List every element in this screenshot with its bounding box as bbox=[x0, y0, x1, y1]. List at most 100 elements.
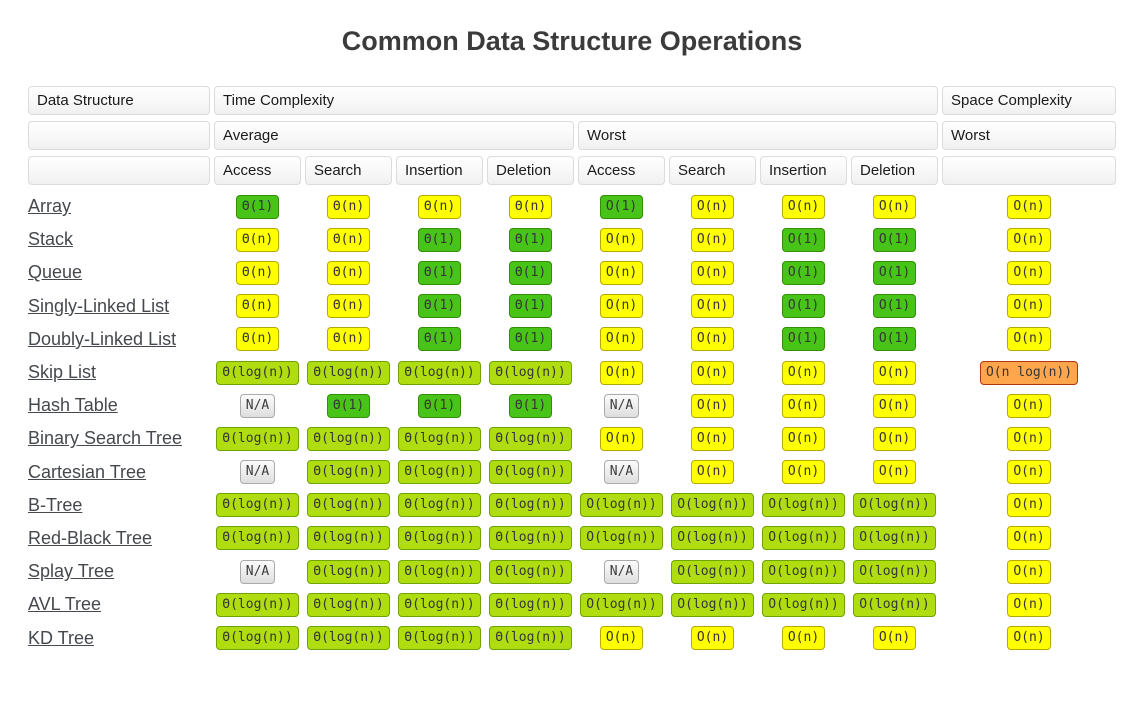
data-structure-link[interactable]: Array bbox=[28, 196, 72, 217]
table-cell: Θ(log(n)) bbox=[487, 426, 574, 451]
complexity-badge-yellowgreen: O(log(n)) bbox=[671, 559, 754, 584]
table-cell: O(log(n)) bbox=[578, 493, 665, 518]
table-cell: Θ(log(n)) bbox=[396, 559, 483, 584]
complexity-badge-yellowgreen: Θ(log(n)) bbox=[307, 592, 390, 617]
complexity-badge-yellowgreen: Θ(log(n)) bbox=[307, 460, 390, 485]
table-cell: Θ(n) bbox=[214, 327, 301, 352]
table-cell: Θ(log(n)) bbox=[487, 559, 574, 584]
table-cell: Θ(1) bbox=[396, 393, 483, 418]
data-structure-link[interactable]: Queue bbox=[28, 262, 83, 283]
table-cell: O(n) bbox=[851, 460, 938, 485]
table-cell: O(n) bbox=[669, 327, 756, 352]
complexity-badge-yellow: Θ(n) bbox=[235, 327, 280, 352]
complexity-badge-yellow: O(n) bbox=[781, 360, 826, 385]
table-cell: O(n) bbox=[669, 393, 756, 418]
complexity-badge-green: Θ(1) bbox=[417, 227, 462, 252]
complexity-badge-yellow: O(n) bbox=[781, 426, 826, 451]
table-cell: Θ(n) bbox=[305, 327, 392, 352]
data-structure-link[interactable]: Singly-Linked List bbox=[28, 295, 170, 316]
complexity-badge-yellow: Θ(n) bbox=[326, 294, 371, 319]
table-cell: O(n) bbox=[851, 626, 938, 651]
complexity-badge-yellow: O(n) bbox=[599, 626, 644, 651]
header-op-avg-insertion: Insertion bbox=[396, 156, 483, 185]
table-cell: Θ(log(n)) bbox=[214, 493, 301, 518]
table-cell: O(n) bbox=[942, 592, 1116, 617]
complexity-badge-yellow: Θ(n) bbox=[326, 227, 371, 252]
complexity-badge-yellowgreen: O(log(n)) bbox=[853, 592, 936, 617]
data-structure-link[interactable]: Hash Table bbox=[28, 395, 118, 416]
header-space-worst: Worst bbox=[942, 121, 1116, 150]
data-structure-link[interactable]: Red-Black Tree bbox=[28, 527, 153, 548]
table-cell: O(n) bbox=[669, 360, 756, 385]
complexity-badge-yellow: O(n) bbox=[781, 194, 826, 219]
table-cell: O(log(n)) bbox=[760, 526, 847, 551]
table-cell: O(log(n)) bbox=[669, 493, 756, 518]
row-name-cell: KD Tree bbox=[28, 628, 210, 649]
complexity-badge-yellowgreen: O(log(n)) bbox=[762, 592, 845, 617]
data-structure-link[interactable]: Skip List bbox=[28, 362, 97, 383]
table-cell: O(n) bbox=[578, 426, 665, 451]
complexity-badge-yellowgreen: Θ(log(n)) bbox=[489, 460, 572, 485]
header-op-worst-insertion: Insertion bbox=[760, 156, 847, 185]
complexity-badge-yellowgreen: Θ(log(n)) bbox=[216, 493, 299, 518]
complexity-badge-yellow: O(n) bbox=[690, 327, 735, 352]
table-cell: O(n) bbox=[578, 260, 665, 285]
complexity-badge-yellow: O(n) bbox=[690, 227, 735, 252]
table-cell: Θ(log(n)) bbox=[396, 426, 483, 451]
row-name-cell: Splay Tree bbox=[28, 561, 210, 582]
complexity-table: Data Structure Time Complexity Space Com… bbox=[28, 86, 1116, 655]
complexity-badge-yellow: O(n) bbox=[872, 426, 917, 451]
complexity-badge-green: Θ(1) bbox=[508, 260, 553, 285]
table-cell: Θ(log(n)) bbox=[214, 360, 301, 385]
complexity-badge-yellow: O(n) bbox=[1007, 227, 1051, 252]
table-cell: O(n) bbox=[669, 426, 756, 451]
table-cell: Θ(log(n)) bbox=[214, 626, 301, 651]
data-structure-link[interactable]: B-Tree bbox=[28, 494, 83, 515]
data-structure-link[interactable]: Binary Search Tree bbox=[28, 428, 183, 449]
table-cell: O(n) bbox=[578, 626, 665, 651]
complexity-badge-green: Θ(1) bbox=[326, 393, 371, 418]
complexity-badge-yellowgreen: Θ(log(n)) bbox=[307, 360, 390, 385]
table-cell: Θ(log(n)) bbox=[214, 592, 301, 617]
table-cell: O(n) bbox=[942, 626, 1116, 651]
table-cell: O(n) bbox=[942, 227, 1116, 252]
row-name-cell: Hash Table bbox=[28, 395, 210, 416]
data-structure-link[interactable]: KD Tree bbox=[28, 627, 95, 648]
header-op-avg-search: Search bbox=[305, 156, 392, 185]
complexity-badge-green: Θ(1) bbox=[417, 294, 462, 319]
complexity-badge-yellow: O(n) bbox=[1007, 559, 1051, 584]
table-cell: Θ(1) bbox=[487, 294, 574, 319]
row-name-cell: Stack bbox=[28, 229, 210, 250]
complexity-badge-gray: N/A bbox=[603, 559, 640, 584]
table-cell: O(1) bbox=[851, 227, 938, 252]
complexity-badge-yellow: O(n) bbox=[1007, 426, 1051, 451]
table-cell: O(log(n)) bbox=[760, 592, 847, 617]
complexity-badge-yellowgreen: O(log(n)) bbox=[580, 526, 663, 551]
data-structure-link[interactable]: Doubly-Linked List bbox=[28, 328, 177, 349]
header-average: Average bbox=[214, 121, 574, 150]
data-structure-link[interactable]: Splay Tree bbox=[28, 561, 115, 582]
complexity-badge-yellow: O(n) bbox=[690, 460, 735, 485]
data-structure-link[interactable]: Stack bbox=[28, 229, 74, 250]
header-empty-cell bbox=[28, 121, 210, 150]
table-cell: Θ(log(n)) bbox=[396, 460, 483, 485]
row-name-cell: Queue bbox=[28, 262, 210, 283]
data-structure-link[interactable]: Cartesian Tree bbox=[28, 461, 147, 482]
complexity-badge-yellow: Θ(n) bbox=[235, 294, 280, 319]
header-worst: Worst bbox=[578, 121, 938, 150]
complexity-badge-yellowgreen: O(log(n)) bbox=[762, 493, 845, 518]
complexity-badge-green: O(1) bbox=[872, 327, 917, 352]
complexity-badge-yellowgreen: Θ(log(n)) bbox=[489, 592, 572, 617]
data-structure-link[interactable]: AVL Tree bbox=[28, 594, 102, 615]
complexity-badge-yellow: O(n) bbox=[872, 360, 917, 385]
table-cell: O(log(n)) bbox=[669, 592, 756, 617]
complexity-badge-yellowgreen: Θ(log(n)) bbox=[489, 526, 572, 551]
complexity-badge-yellow: O(n) bbox=[690, 294, 735, 319]
table-cell: N/A bbox=[214, 460, 301, 485]
table-cell: O(n log(n)) bbox=[942, 360, 1116, 385]
table-cell: O(log(n)) bbox=[851, 559, 938, 584]
complexity-badge-green: O(1) bbox=[872, 294, 917, 319]
table-cell: O(n) bbox=[942, 526, 1116, 551]
header-empty-cell bbox=[942, 156, 1116, 185]
complexity-badge-yellowgreen: Θ(log(n)) bbox=[398, 426, 481, 451]
